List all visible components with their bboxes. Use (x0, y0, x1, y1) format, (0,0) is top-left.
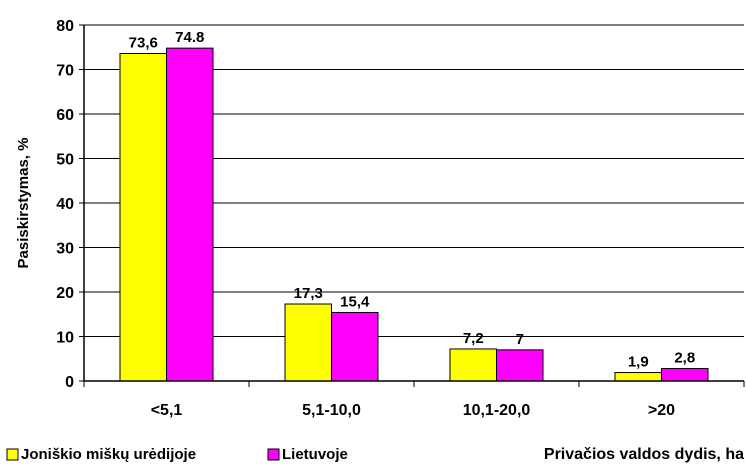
legend-label-series-1: Joniškio miškų urėdijoje (21, 446, 196, 463)
y-tick-label: 60 (56, 107, 74, 124)
x-tick-label: >20 (648, 402, 675, 419)
bar-series-2 (661, 368, 709, 382)
x-tick-label: <5,1 (151, 402, 183, 419)
y-tick-label: 40 (56, 196, 74, 213)
bar-series-2 (166, 47, 214, 382)
x-axis-label: Privačios valdos dydis, ha (544, 446, 744, 463)
legend-item-series-2: Lietuvoje (267, 446, 348, 463)
legend-swatch-series-2 (267, 448, 280, 461)
y-tick-label: 50 (56, 152, 74, 169)
data-label: 1,9 (628, 354, 649, 371)
data-label: 73,6 (129, 34, 158, 51)
y-tick-label: 80 (56, 18, 74, 35)
legend-swatch-series-1 (6, 448, 19, 461)
data-label: 15,4 (340, 293, 370, 310)
axes (79, 24, 745, 387)
y-tick-label: 0 (65, 374, 74, 391)
bar-series-1 (449, 348, 497, 382)
y-tick-label: 10 (56, 330, 74, 347)
bar-series-1 (284, 303, 332, 382)
data-label: 7 (516, 331, 524, 348)
data-labels: 73,6 17,3 7,2 1,9 74.8 15,4 7 2,8 (129, 29, 696, 370)
bars (119, 47, 709, 382)
x-tick-label: 10,1-20,0 (463, 402, 531, 419)
data-label: 2,8 (674, 350, 695, 367)
legend: Joniškio miškų urėdijoje Lietuvoje (6, 446, 348, 463)
bar-series-1 (614, 372, 662, 382)
bar-series-2 (331, 311, 379, 382)
data-label: 74.8 (175, 29, 204, 46)
y-tick-label: 20 (56, 285, 74, 302)
bar-series-2 (496, 349, 544, 382)
legend-item-series-1: Joniškio miškų urėdijoje (6, 446, 196, 463)
y-tick-label: 70 (56, 63, 74, 80)
x-tick-label: 5,1-10,0 (302, 402, 361, 419)
x-tick-labels: <5,1 5,1-10,0 10,1-20,0 >20 (151, 402, 675, 419)
data-label: 7,2 (463, 330, 484, 347)
y-tick-labels: 0 10 20 30 40 50 60 70 80 (56, 18, 74, 391)
legend-label-series-2: Lietuvoje (282, 446, 348, 463)
y-axis-label: Pasiskirstymas, % (15, 138, 32, 269)
bar-series-1 (119, 52, 167, 382)
y-tick-label: 30 (56, 241, 74, 258)
data-label: 17,3 (294, 285, 323, 302)
